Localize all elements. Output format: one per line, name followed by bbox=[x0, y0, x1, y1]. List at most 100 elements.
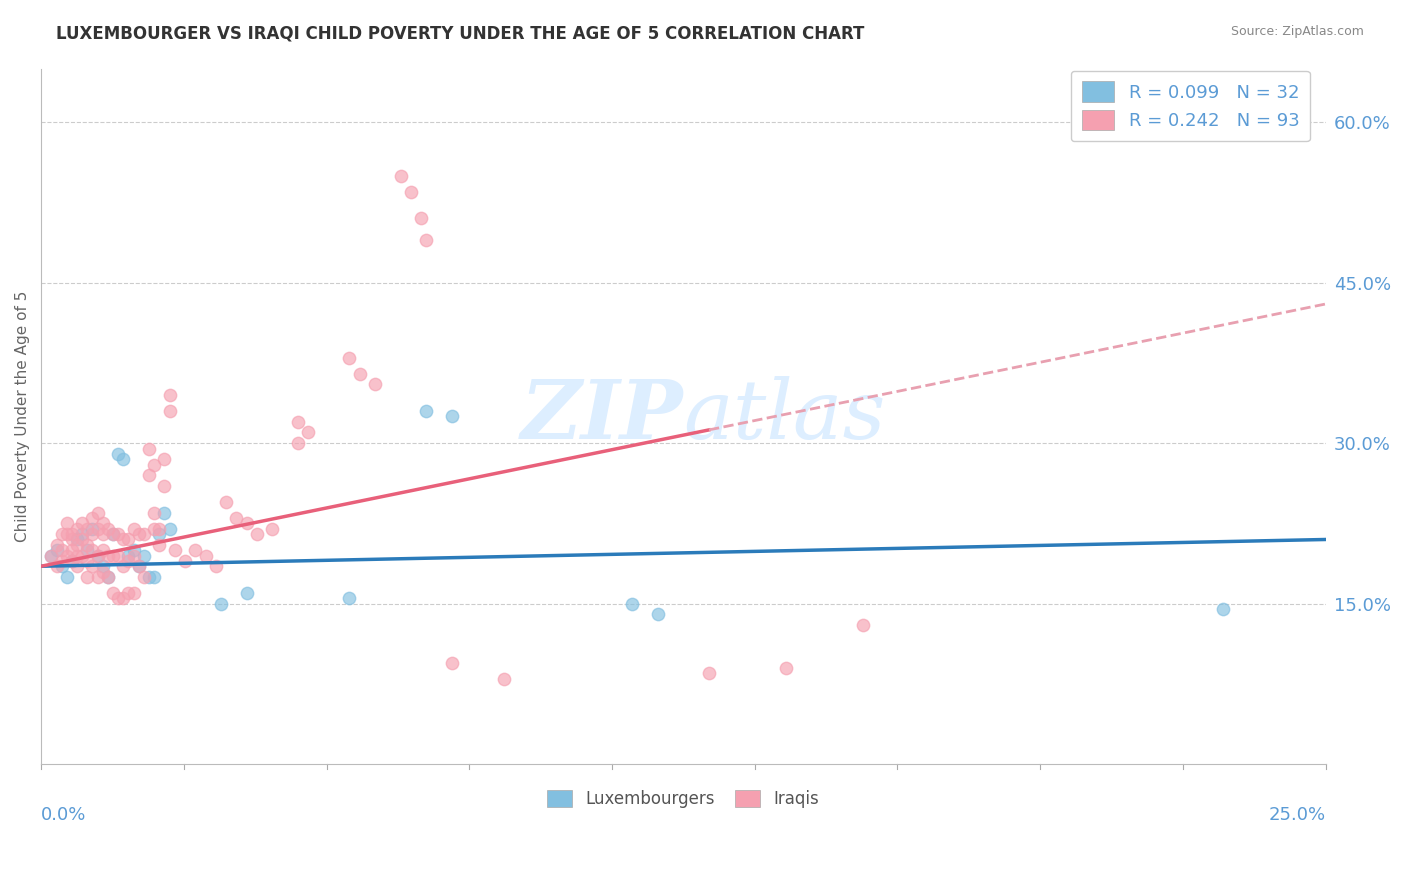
Point bbox=[647, 607, 669, 622]
Point bbox=[122, 543, 145, 558]
Point bbox=[441, 409, 464, 424]
Point bbox=[337, 591, 360, 606]
Point bbox=[107, 527, 129, 541]
Point bbox=[112, 452, 135, 467]
Point bbox=[337, 351, 360, 365]
Point bbox=[56, 527, 79, 541]
Point bbox=[122, 549, 145, 563]
Point bbox=[101, 549, 124, 563]
Point bbox=[148, 522, 170, 536]
Point bbox=[86, 570, 108, 584]
Point bbox=[415, 233, 437, 247]
Point bbox=[76, 570, 98, 584]
Point bbox=[287, 415, 309, 429]
Point bbox=[51, 543, 73, 558]
Text: LUXEMBOURGER VS IRAQI CHILD POVERTY UNDER THE AGE OF 5 CORRELATION CHART: LUXEMBOURGER VS IRAQI CHILD POVERTY UNDE… bbox=[56, 25, 865, 43]
Point bbox=[492, 672, 515, 686]
Point bbox=[41, 549, 63, 563]
Point bbox=[112, 559, 135, 574]
Point bbox=[82, 511, 104, 525]
Text: 0.0%: 0.0% bbox=[41, 806, 87, 824]
Point bbox=[45, 538, 67, 552]
Point bbox=[112, 533, 135, 547]
Point bbox=[132, 527, 155, 541]
Point bbox=[620, 597, 643, 611]
Point bbox=[76, 522, 98, 536]
Point bbox=[235, 516, 257, 531]
Point bbox=[415, 404, 437, 418]
Point bbox=[194, 549, 217, 563]
Point bbox=[56, 516, 79, 531]
Point bbox=[184, 543, 207, 558]
Point bbox=[209, 597, 232, 611]
Point bbox=[159, 522, 181, 536]
Point bbox=[143, 458, 166, 472]
Point bbox=[411, 211, 433, 226]
Point bbox=[204, 559, 226, 574]
Point bbox=[399, 185, 422, 199]
Point bbox=[76, 554, 98, 568]
Point bbox=[148, 527, 170, 541]
Point bbox=[128, 559, 150, 574]
Point bbox=[97, 570, 120, 584]
Point bbox=[86, 522, 108, 536]
Point bbox=[153, 506, 176, 520]
Point bbox=[70, 549, 93, 563]
Point bbox=[112, 591, 135, 606]
Point bbox=[297, 425, 319, 440]
Point bbox=[60, 527, 83, 541]
Point bbox=[91, 527, 114, 541]
Point bbox=[86, 549, 108, 563]
Point bbox=[143, 522, 166, 536]
Point bbox=[235, 586, 257, 600]
Point bbox=[117, 586, 139, 600]
Point bbox=[138, 442, 160, 456]
Point bbox=[138, 570, 160, 584]
Point bbox=[101, 527, 124, 541]
Text: 25.0%: 25.0% bbox=[1268, 806, 1326, 824]
Legend: Luxembourgers, Iraqis: Luxembourgers, Iraqis bbox=[541, 783, 825, 815]
Point bbox=[128, 559, 150, 574]
Point bbox=[82, 543, 104, 558]
Point bbox=[441, 656, 464, 670]
Point bbox=[117, 533, 139, 547]
Point bbox=[697, 666, 720, 681]
Point bbox=[159, 388, 181, 402]
Point bbox=[60, 554, 83, 568]
Point bbox=[70, 533, 93, 547]
Point bbox=[97, 570, 120, 584]
Point bbox=[66, 549, 89, 563]
Point bbox=[225, 511, 247, 525]
Point bbox=[143, 570, 166, 584]
Point bbox=[153, 479, 176, 493]
Point bbox=[51, 554, 73, 568]
Point bbox=[56, 570, 79, 584]
Point bbox=[91, 516, 114, 531]
Point bbox=[66, 559, 89, 574]
Point bbox=[122, 586, 145, 600]
Point bbox=[82, 527, 104, 541]
Point bbox=[117, 554, 139, 568]
Point bbox=[41, 549, 63, 563]
Point bbox=[56, 549, 79, 563]
Point bbox=[82, 522, 104, 536]
Point bbox=[128, 527, 150, 541]
Point bbox=[389, 169, 412, 183]
Point bbox=[76, 543, 98, 558]
Text: Source: ZipAtlas.com: Source: ZipAtlas.com bbox=[1230, 25, 1364, 38]
Point bbox=[287, 436, 309, 450]
Point bbox=[122, 522, 145, 536]
Point bbox=[66, 538, 89, 552]
Point bbox=[364, 377, 387, 392]
Point bbox=[107, 591, 129, 606]
Text: atlas: atlas bbox=[683, 376, 886, 457]
Point bbox=[148, 538, 170, 552]
Point bbox=[143, 506, 166, 520]
Point bbox=[215, 495, 238, 509]
Point bbox=[97, 549, 120, 563]
Point bbox=[852, 618, 875, 632]
Point bbox=[66, 533, 89, 547]
Point bbox=[153, 452, 176, 467]
Point bbox=[86, 506, 108, 520]
Point bbox=[349, 367, 371, 381]
